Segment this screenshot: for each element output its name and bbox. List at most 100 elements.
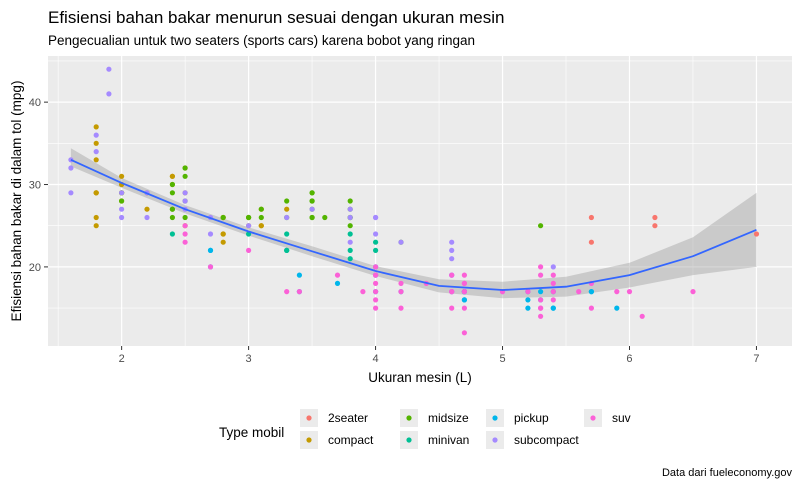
point-suv-4: [360, 289, 366, 295]
legend-label-suv: suv: [612, 411, 631, 425]
legend-item-midsize: midsize: [400, 409, 469, 427]
point-pickup-27: [588, 289, 595, 295]
point-suv-41: [550, 297, 556, 303]
legend-item-minivan: minivan: [400, 431, 469, 449]
point-suv-6: [461, 330, 467, 336]
x-tick-label-3: 5: [499, 353, 505, 365]
legend-swatch-suv: [590, 415, 596, 421]
x-tick-label-4: 6: [626, 353, 632, 365]
plot-panel: [48, 56, 792, 346]
x-axis-title: Ukuran mesin (L): [368, 370, 472, 385]
point-suv-9: [614, 289, 620, 295]
series-minivan: [169, 231, 379, 262]
point-suv-46: [373, 272, 379, 278]
point-midsize-27: [309, 198, 315, 204]
point-midsize-29: [169, 190, 175, 196]
point-subcompact-20: [550, 264, 556, 270]
legend-item-compact: compact: [300, 431, 374, 449]
point-midsize-15: [182, 173, 188, 179]
legend-swatch-midsize: [406, 415, 412, 421]
point-minivan-9: [373, 247, 379, 253]
point-midsize-19: [220, 214, 226, 221]
point-subcompact-24: [246, 223, 252, 229]
point-subcompact-4: [93, 132, 99, 138]
point-suv-38: [296, 289, 302, 295]
point-subcompact-22: [144, 214, 150, 221]
point-midsize-31: [246, 214, 252, 221]
point-subcompact-12: [207, 231, 214, 237]
point-suv-36: [207, 264, 214, 270]
point-suv-23: [398, 280, 404, 286]
point-suv-16: [639, 313, 645, 319]
point-suv-14: [449, 272, 455, 278]
point-minivan-8: [373, 239, 379, 245]
point-suv-15: [550, 272, 556, 278]
point-suv-17: [461, 280, 467, 286]
point-suv-18: [538, 297, 544, 303]
point-pickup-26: [550, 305, 556, 311]
point-suv-5: [461, 305, 467, 311]
x-tick-label-1: 3: [246, 353, 252, 365]
point-subcompact-14: [347, 239, 353, 245]
point-suv-44: [449, 289, 455, 295]
x-tick-label-5: 7: [753, 353, 759, 365]
point-suv-33: [373, 280, 379, 286]
point-subcompact-9: [119, 206, 125, 212]
legend-swatch-2seater: [306, 415, 312, 421]
legend-label-pickup: pickup: [514, 411, 549, 425]
legend-swatch-compact: [306, 437, 312, 443]
point-2seater-4: [753, 231, 760, 237]
y-tick-label-2: 40: [29, 97, 41, 109]
point-minivan-0: [169, 231, 175, 237]
point-suv-42: [538, 272, 544, 278]
point-midsize-22: [258, 206, 264, 212]
smooth-curve: [70, 158, 757, 291]
point-suv-47: [461, 289, 467, 295]
point-midsize-32: [309, 214, 315, 221]
point-compact-2: [119, 173, 125, 179]
point-suv-0: [538, 264, 544, 270]
legend: Type mobil 2seater compact midsize minivan p…: [219, 409, 631, 449]
point-subcompact-27: [347, 206, 353, 212]
point-suv-29: [284, 289, 290, 295]
point-subcompact-10: [182, 190, 188, 196]
point-midsize-23: [119, 198, 125, 204]
point-subcompact-13: [347, 214, 353, 221]
point-compact-14: [258, 223, 264, 229]
point-subcompact-5: [106, 66, 112, 72]
point-pickup-13: [461, 297, 467, 303]
point-compact-22: [93, 140, 99, 146]
point-suv-43: [576, 289, 582, 295]
legend-item-pickup: pickup: [486, 409, 549, 427]
point-subcompact-28: [373, 214, 379, 221]
chart-subtitle: Pengecualian untuk two seaters (sports c…: [48, 33, 475, 48]
point-suv-20: [373, 297, 379, 303]
point-midsize-10: [347, 223, 353, 229]
point-2seater-1: [588, 239, 595, 245]
point-compact-7: [93, 214, 99, 221]
point-suv-48: [538, 305, 544, 311]
point-compact-28: [220, 231, 226, 237]
point-suv-10: [373, 289, 379, 295]
point-suv-37: [246, 247, 252, 253]
point-minivan-7: [347, 256, 353, 262]
point-subcompact-17: [449, 239, 455, 245]
chart-title: Efisiensi bahan bakar menurun sesuai den…: [48, 8, 504, 27]
legend-label-2seater: 2seater: [328, 411, 368, 425]
chart-caption: Data dari fueleconomy.gov: [662, 467, 793, 479]
point-subcompact-29: [398, 239, 404, 245]
point-subcompact-3: [93, 149, 99, 155]
x-tick-label-0: 2: [119, 353, 125, 365]
point-suv-3: [690, 289, 696, 295]
x-tick-label-2: 4: [373, 353, 379, 365]
point-minivan-5: [347, 231, 353, 237]
point-suv-45: [550, 280, 556, 286]
point-minivan-3: [284, 247, 290, 253]
legend-swatch-subcompact: [492, 437, 498, 443]
scatter-points: [68, 66, 760, 336]
point-suv-40: [461, 272, 467, 278]
point-subcompact-19: [449, 256, 455, 262]
point-midsize-1: [169, 181, 175, 188]
point-suv-49: [182, 223, 188, 229]
